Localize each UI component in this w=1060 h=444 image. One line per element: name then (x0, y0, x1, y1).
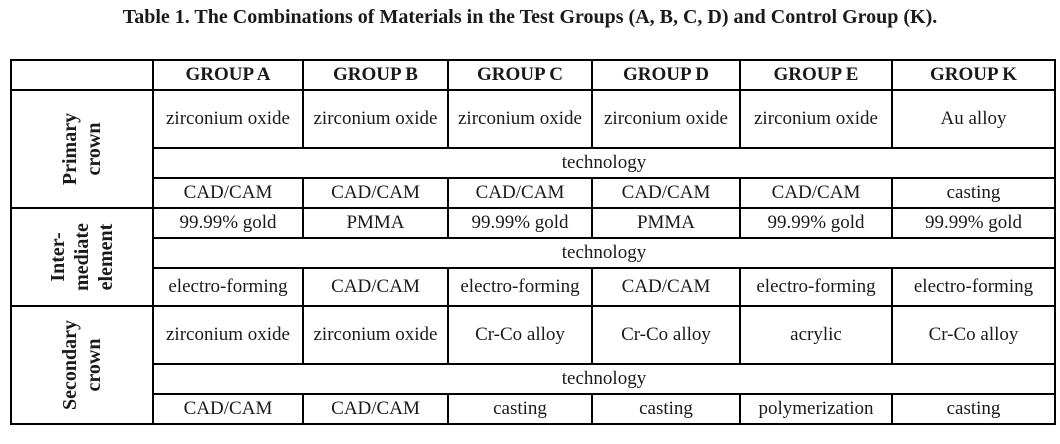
process-cell: casting (591, 393, 741, 425)
row-label-secondary-crown: Secondary crown (10, 305, 154, 425)
material-cell: 99.99% gold (891, 207, 1056, 239)
material-cell: 99.99% gold (739, 207, 893, 239)
table-row: Secondary crown zirconium oxide zirconiu… (10, 305, 1056, 425)
material-cell: zirconium oxide (447, 89, 593, 149)
process-cell: electro-forming (447, 267, 593, 307)
row-label-line: Secondary (59, 320, 81, 410)
header-row: GROUP A GROUP B GROUP C GROUP D GROUP E … (10, 59, 1056, 91)
process-cell: electro-forming (891, 267, 1056, 307)
process-cell: electro-forming (739, 267, 893, 307)
table-row: technology (11, 363, 1056, 395)
header-group-e: GROUP E (739, 59, 893, 91)
table-row: technology (11, 237, 1056, 269)
process-cell: casting (891, 177, 1056, 209)
technology-cell: technology (152, 237, 1056, 269)
process-cell: casting (891, 393, 1056, 425)
material-cell: Cr-Co alloy (447, 305, 593, 365)
row-label-intermediate-element: Inter- mediate element (10, 207, 154, 307)
row-label-line: mediate (71, 223, 93, 291)
corner-cell (10, 59, 154, 91)
material-cell: Cr-Co alloy (891, 305, 1056, 365)
process-cell: CAD/CAM (591, 267, 741, 307)
technology-cell: technology (152, 363, 1056, 395)
process-cell: CAD/CAM (302, 177, 449, 209)
process-cell: CAD/CAM (302, 267, 449, 307)
row-label-line: Primary (59, 112, 81, 186)
material-cell: zirconium oxide (152, 89, 304, 149)
material-cell: acrylic (739, 305, 893, 365)
process-cell: CAD/CAM (739, 177, 893, 209)
material-cell: 99.99% gold (152, 207, 304, 239)
process-cell: CAD/CAM (591, 177, 741, 209)
header-group-c: GROUP C (447, 59, 593, 91)
row-label-line: crown (83, 338, 105, 392)
process-cell: CAD/CAM (152, 393, 304, 425)
process-cell: CAD/CAM (152, 177, 304, 209)
process-cell: polymerization (739, 393, 893, 425)
process-cell: CAD/CAM (447, 177, 593, 209)
material-cell: zirconium oxide (739, 89, 893, 149)
table-row: technology (11, 147, 1056, 179)
table-row: Inter- mediate element 99.99% gold PMMA … (10, 207, 1056, 307)
row-label-line: Inter- (47, 232, 69, 282)
material-cell: Cr-Co alloy (591, 305, 741, 365)
process-cell: CAD/CAM (302, 393, 449, 425)
table-row: CAD/CAM CAD/CAM CAD/CAM CAD/CAM CAD/CAM … (11, 177, 1056, 209)
row-label-line: element (95, 223, 117, 291)
material-cell: zirconium oxide (302, 89, 449, 149)
table-row: Primary crown zirconium oxide zirconium … (10, 89, 1056, 209)
table-row: electro-forming CAD/CAM electro-forming … (11, 267, 1056, 307)
process-cell: casting (447, 393, 593, 425)
material-cell: PMMA (302, 207, 449, 239)
process-cell: electro-forming (152, 267, 304, 307)
material-cell: zirconium oxide (302, 305, 449, 365)
technology-cell: technology (152, 147, 1056, 179)
row-label-primary-crown: Primary crown (10, 89, 154, 209)
header-group-k: GROUP K (891, 59, 1056, 91)
header-group-b: GROUP B (302, 59, 449, 91)
materials-table: GROUP A GROUP B GROUP C GROUP D GROUP E … (10, 59, 1056, 425)
material-cell: PMMA (591, 207, 741, 239)
table-caption: Table 1. The Combinations of Materials i… (122, 6, 938, 28)
header-group-d: GROUP D (591, 59, 741, 91)
table-row: CAD/CAM CAD/CAM casting casting polymeri… (11, 393, 1056, 425)
header-group-a: GROUP A (152, 59, 304, 91)
material-cell: 99.99% gold (447, 207, 593, 239)
material-cell: zirconium oxide (152, 305, 304, 365)
material-cell: zirconium oxide (591, 89, 741, 149)
material-cell: Au alloy (891, 89, 1056, 149)
row-label-line: crown (83, 122, 105, 176)
